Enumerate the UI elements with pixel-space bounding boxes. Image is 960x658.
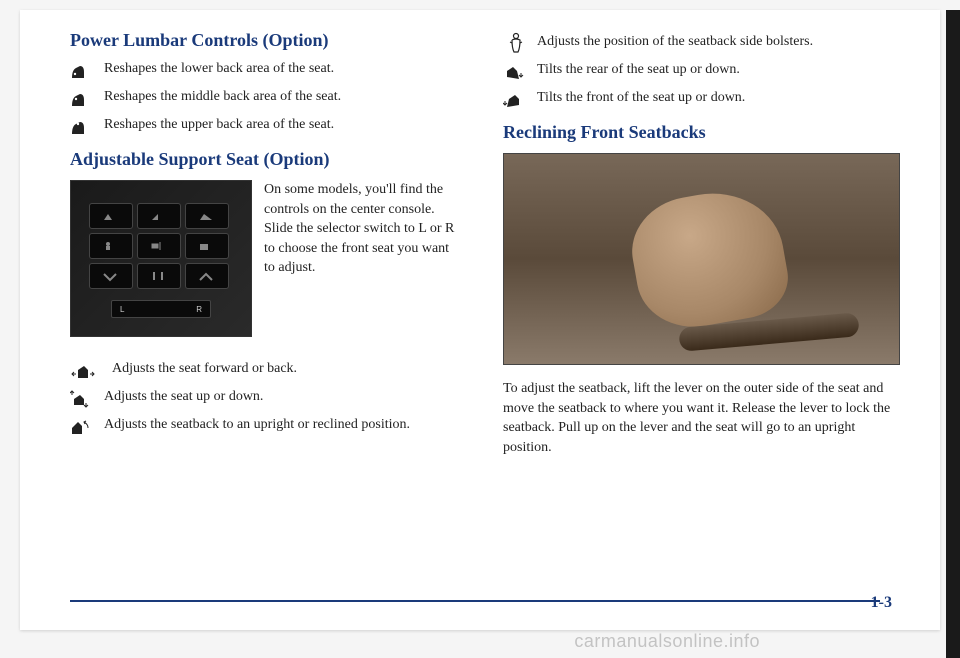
seat-tilt-front-icon — [503, 90, 529, 110]
slider-label-r: R — [196, 305, 202, 314]
torso-bolster-icon — [503, 34, 529, 54]
seat-upper-icon — [70, 117, 96, 137]
heading-adjustable-support: Adjustable Support Seat (Option) — [70, 149, 463, 170]
adjust-seatback-text: Adjusts the seatback to an upright or re… — [104, 417, 410, 433]
seat-forward-back-icon — [70, 361, 104, 381]
reclining-body-text: To adjust the seatback, lift the lever o… — [503, 379, 900, 457]
reclining-photo — [503, 153, 900, 365]
console-btn-1 — [89, 203, 133, 229]
lumbar-middle-text: Reshapes the middle back area of the sea… — [104, 89, 341, 105]
hand-shape — [624, 182, 794, 336]
page-right-edge — [946, 10, 960, 658]
page-number: 1-3 — [871, 594, 892, 612]
footer-rule — [70, 600, 880, 602]
console-btn-6 — [185, 233, 229, 259]
lumbar-upper-text: Reshapes the upper back area of the seat… — [104, 117, 334, 133]
bolster-text: Adjusts the position of the seatback sid… — [537, 34, 813, 50]
console-block: L R On some models, you'll find the cont… — [70, 180, 463, 345]
tilt-rear-row: Tilts the rear of the seat up or down. — [503, 62, 900, 82]
watermark: carmanualsonline.info — [574, 631, 760, 652]
right-column: Adjusts the position of the seatback sid… — [503, 30, 900, 457]
console-btn-9 — [185, 263, 229, 289]
seat-middle-icon — [70, 89, 96, 109]
adjust-seatback-row: Adjusts the seatback to an upright or re… — [70, 417, 463, 437]
console-button-grid — [89, 203, 229, 289]
adjust-forward-back-row: Adjusts the seat forward or back. — [70, 361, 463, 381]
console-btn-7 — [89, 263, 133, 289]
adjust-forward-back-text: Adjusts the seat forward or back. — [112, 361, 297, 377]
seatback-recline-icon — [70, 417, 96, 437]
lumbar-lower-row: Reshapes the lower back area of the seat… — [70, 61, 463, 81]
console-btn-3 — [185, 203, 229, 229]
lumbar-middle-row: Reshapes the middle back area of the sea… — [70, 89, 463, 109]
left-column: Power Lumbar Controls (Option) Reshapes … — [70, 30, 463, 457]
console-image: L R — [70, 180, 252, 337]
lumbar-upper-row: Reshapes the upper back area of the seat… — [70, 117, 463, 137]
heading-power-lumbar: Power Lumbar Controls (Option) — [70, 30, 463, 51]
slider-label-l: L — [120, 305, 124, 314]
console-btn-4 — [89, 233, 133, 259]
lumbar-lower-text: Reshapes the lower back area of the seat… — [104, 61, 334, 77]
bolster-row: Adjusts the position of the seatback sid… — [503, 34, 900, 54]
console-btn-2 — [137, 203, 181, 229]
console-btn-5 — [137, 233, 181, 259]
tilt-front-text: Tilts the front of the seat up or down. — [537, 90, 745, 106]
tilt-rear-text: Tilts the rear of the seat up or down. — [537, 62, 740, 78]
seat-lower-icon — [70, 61, 96, 81]
two-column-layout: Power Lumbar Controls (Option) Reshapes … — [70, 30, 900, 457]
manual-page: Power Lumbar Controls (Option) Reshapes … — [20, 10, 940, 630]
console-btn-8 — [137, 263, 181, 289]
console-slider: L R — [111, 300, 211, 318]
seat-tilt-rear-icon — [503, 62, 529, 82]
adjust-up-down-text: Adjusts the seat up or down. — [104, 389, 263, 405]
adjust-up-down-row: Adjusts the seat up or down. — [70, 389, 463, 409]
tilt-front-row: Tilts the front of the seat up or down. — [503, 90, 900, 110]
seat-up-down-icon — [70, 389, 96, 409]
heading-reclining: Reclining Front Seatbacks — [503, 122, 900, 143]
